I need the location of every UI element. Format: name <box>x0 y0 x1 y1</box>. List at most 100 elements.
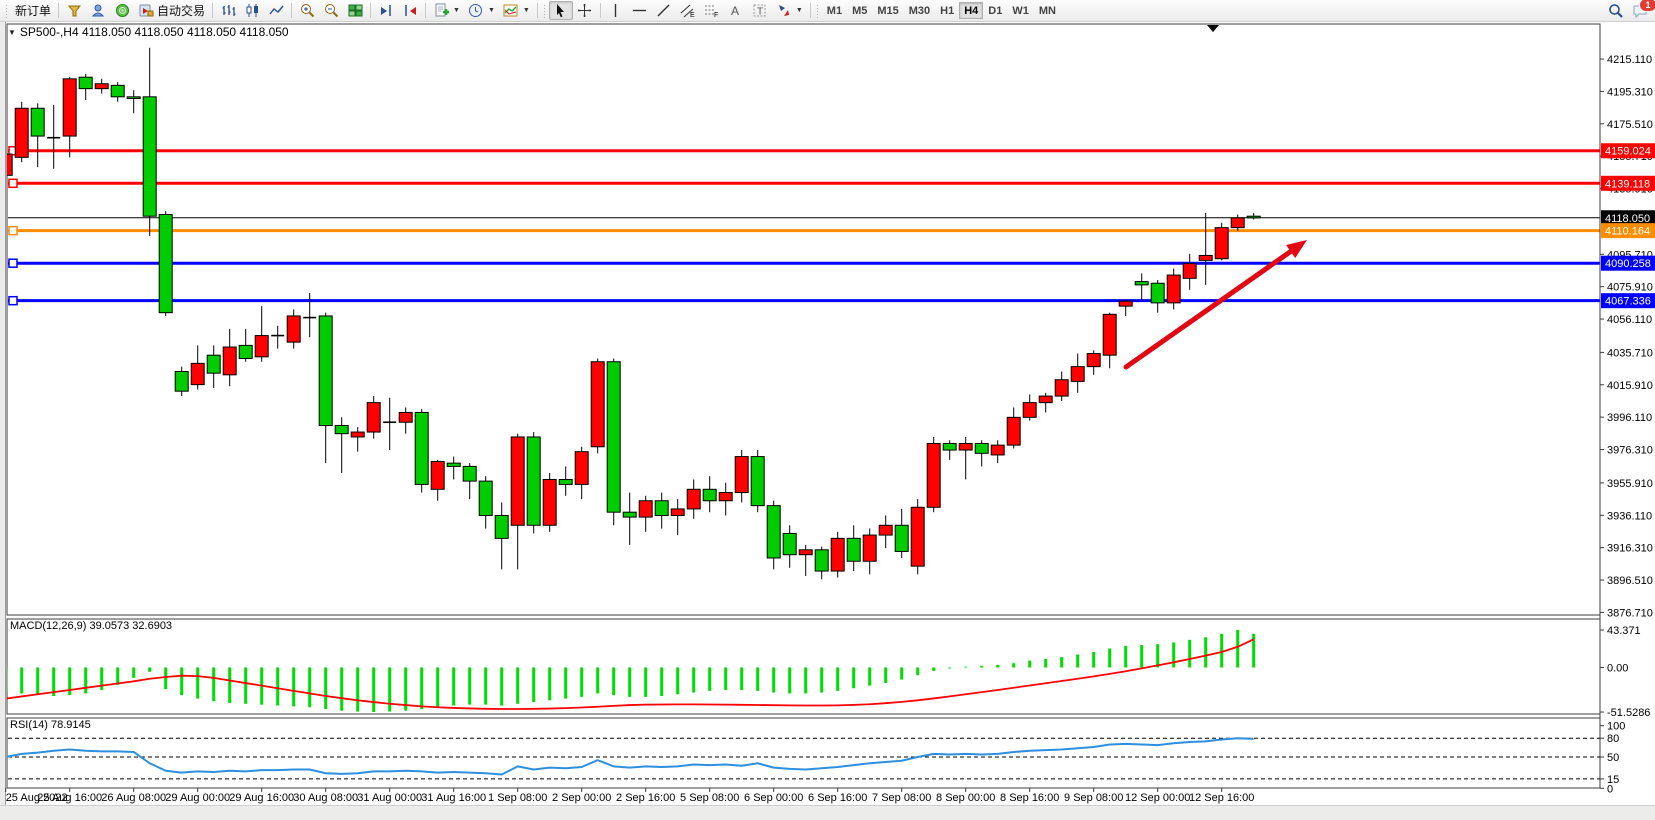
macd-tick-label: -51.5286 <box>1607 707 1650 719</box>
dropdown-caret: ▼ <box>795 7 803 14</box>
bear-candle <box>894 524 909 552</box>
chart-shift-button[interactable] <box>374 1 398 20</box>
timeframe-M30-button[interactable]: M30 <box>904 2 935 19</box>
date-tick-label: 8 Sep 16:00 <box>1000 792 1059 804</box>
cursor-tool-button[interactable] <box>548 1 573 20</box>
timeframe-W1-button[interactable]: W1 <box>1007 2 1034 19</box>
bar-chart-button[interactable] <box>216 1 240 20</box>
line-chart-button[interactable] <box>264 1 288 20</box>
hline-anchor-handle[interactable] <box>8 258 18 268</box>
bull-candle <box>94 83 109 90</box>
date-tick-label: 26 Aug 08:00 <box>101 792 166 804</box>
new-chart-button[interactable]: ▼ <box>429 1 464 20</box>
toolbar-grip[interactable] <box>815 3 820 18</box>
bull-candle <box>1182 263 1197 279</box>
search-button[interactable] <box>1604 1 1628 20</box>
navigator-button[interactable] <box>110 1 134 20</box>
bull-candle <box>1086 353 1101 368</box>
trend-arrow-shaft[interactable] <box>1123 246 1297 370</box>
bear-candle <box>238 344 253 359</box>
bull-candle <box>1054 379 1069 397</box>
bull-candle <box>830 537 845 572</box>
toolbar-grip[interactable] <box>542 3 547 18</box>
timeframe-M5-button[interactable]: M5 <box>847 2 872 19</box>
autotrading-button[interactable]: 自动交易 <box>134 1 209 20</box>
bear-candle <box>558 478 573 485</box>
date-tick-label: 2 Sep 00:00 <box>552 792 611 804</box>
one-click-trading-toggle-icon[interactable]: ▼ <box>8 28 16 37</box>
timeframe-D1-button[interactable]: D1 <box>983 2 1007 19</box>
vertical-line-icon <box>608 3 624 19</box>
bear-candle <box>782 532 797 556</box>
timeframe-MN-button[interactable]: MN <box>1034 2 1061 19</box>
date-tick-label: 12 Sep 16:00 <box>1189 792 1254 804</box>
toolbar: 新订单 自动交易 ▼ ▼ ▼ <box>0 0 1655 22</box>
tile-windows-button[interactable] <box>343 1 367 20</box>
candlesticks <box>7 47 1261 580</box>
periods-button[interactable]: ▼ <box>464 1 499 20</box>
channel-tool-button[interactable]: E <box>676 1 700 20</box>
price-tick-label: 3936.110 <box>1607 510 1652 522</box>
bear-candle <box>750 456 765 507</box>
navigator-icon <box>114 3 130 19</box>
price-tick-label: 3976.310 <box>1607 445 1653 457</box>
toolbar-separator <box>536 3 538 18</box>
bear-candle <box>526 436 541 526</box>
price-tick-label: 4035.710 <box>1607 347 1653 359</box>
bear-candle <box>974 443 989 454</box>
toolbar-separator <box>291 3 293 18</box>
bull-candle <box>910 506 925 567</box>
trend-arrow-head[interactable] <box>1286 240 1307 259</box>
date-tick-label: 30 Aug 08:00 <box>293 792 358 804</box>
macd-signal-line <box>7 638 1255 710</box>
bull-candle <box>686 488 701 510</box>
bear-candle <box>1134 281 1149 286</box>
data-window-button[interactable] <box>86 1 110 20</box>
zoom-out-button[interactable] <box>319 1 343 20</box>
price-tick-label: 3996.110 <box>1607 412 1652 424</box>
timeframe-H1-button[interactable]: H1 <box>935 2 959 19</box>
date-tick-label: 29 Aug 00:00 <box>165 792 230 804</box>
bull-candle <box>366 402 381 433</box>
arrows-tool-button[interactable]: ▼ <box>772 1 807 20</box>
timeframe-H4-button[interactable]: H4 <box>959 2 984 19</box>
text-icon: A <box>728 3 744 19</box>
new-order-button[interactable]: 新订单 <box>11 1 55 20</box>
hline-tool-button[interactable] <box>628 1 652 20</box>
indicators-button[interactable]: ▼ <box>499 1 534 20</box>
bear-candle <box>814 549 829 572</box>
hline-anchor-handle[interactable] <box>8 178 18 189</box>
trendline-tool-button[interactable] <box>652 1 676 20</box>
chart-shift-marker[interactable] <box>1207 25 1219 32</box>
notification-count-badge: 1 <box>1639 0 1655 12</box>
vline-tool-button[interactable] <box>604 1 628 20</box>
auto-scroll-button[interactable] <box>398 1 422 20</box>
price-badge <box>1601 210 1655 226</box>
market-watch-button[interactable] <box>62 1 86 20</box>
toolbar-grip[interactable] <box>5 3 9 18</box>
price-tick-label: 3896.510 <box>1607 575 1653 587</box>
bull-candle <box>542 478 557 526</box>
hline-anchor-handle[interactable] <box>8 295 18 306</box>
timeframe-M15-button[interactable]: M15 <box>872 2 903 19</box>
text-tool-button[interactable]: A <box>724 1 748 20</box>
bull-candle <box>798 549 813 556</box>
bull-candle <box>1102 313 1117 356</box>
bull-candle <box>1166 274 1181 304</box>
dropdown-caret: ▼ <box>453 7 460 14</box>
toolbar-separator <box>425 3 427 18</box>
macd-tick-label: 0.00 <box>1607 663 1628 675</box>
bear-candle <box>494 514 509 539</box>
bear-candle <box>78 76 93 90</box>
text-label-tool-button[interactable]: T <box>748 1 772 20</box>
crosshair-tool-button[interactable] <box>573 1 597 20</box>
bull-candle <box>1022 402 1037 418</box>
timeframe-M1-button[interactable]: M1 <box>822 2 847 19</box>
date-tick-label: 29 Aug 16:00 <box>229 792 294 804</box>
candlestick-chart-button[interactable] <box>240 1 264 20</box>
zoom-in-button[interactable] <box>295 1 319 20</box>
fibonacci-tool-button[interactable]: F <box>700 1 724 20</box>
hline-anchor-handle[interactable] <box>8 225 18 236</box>
price-tick-label: 4015.910 <box>1607 380 1653 392</box>
